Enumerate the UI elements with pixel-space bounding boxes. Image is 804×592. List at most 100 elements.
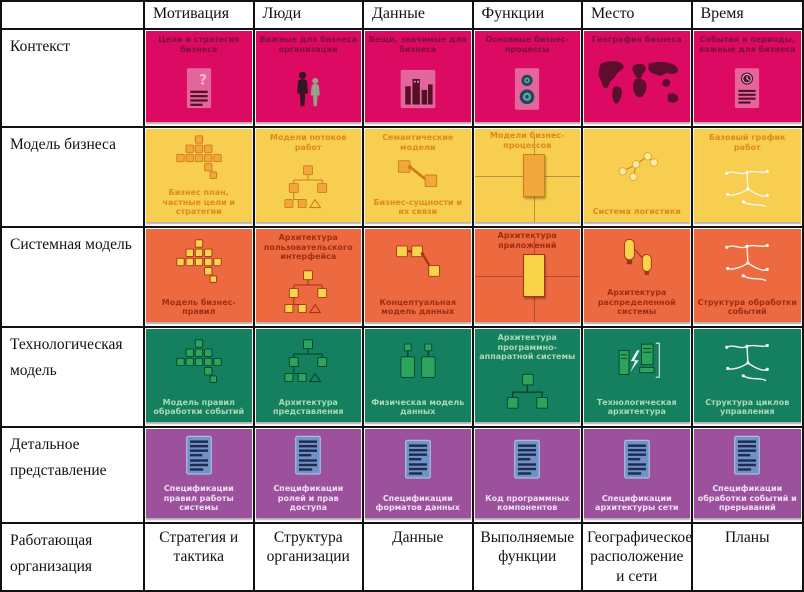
cell-block: Архитектура пользовательского интерфейса <box>255 229 362 322</box>
cell-block: Система логистики <box>584 129 690 222</box>
cell-block: Основные бизнес-процессы <box>474 31 581 122</box>
pyramid-icon <box>146 329 252 396</box>
hardware-icon <box>584 329 690 396</box>
cell-block: Важные для бизнеса организации <box>255 31 362 122</box>
hierarchy-icon <box>256 154 362 222</box>
cell-label: Спецификации обработки событий и прерыва… <box>697 484 797 513</box>
cell-block: Концептуальная модель данных <box>365 229 471 322</box>
cell-block: Технологическая архитектура <box>584 329 690 422</box>
cell-block: Спецификации обработки событий и прерыва… <box>693 429 802 518</box>
pyramid-icon <box>146 229 252 296</box>
matrix-cell: Бизнес план, частные цели и стратегии <box>145 128 255 228</box>
matrix-cell: Модель правил обработки событий <box>145 328 255 428</box>
cell-label: Технологическая архитектура <box>596 397 677 417</box>
people-icon <box>256 56 362 122</box>
spec-icon <box>256 429 362 482</box>
matrix-cell: Технологическая архитектура <box>583 328 693 428</box>
link2-icon <box>365 154 471 196</box>
cell-block: Код программных компонентов <box>474 429 580 518</box>
row-header-label: Системная модель <box>10 236 132 253</box>
column-header-label: Мотивация <box>153 5 230 22</box>
matrix-cell: Семантические модели Бизнес-сущности и их… <box>364 128 474 228</box>
row-header: Технологическая модель <box>2 328 145 428</box>
footer-cell-label: Планы <box>724 529 770 546</box>
column-header-4: Функции <box>473 2 583 30</box>
cell-label: Спецификации форматов данных <box>375 493 460 513</box>
cell-block: Базовый график работ <box>693 129 801 222</box>
column-header-6: Время <box>692 2 802 30</box>
cell-block: Модели потоков работ <box>255 129 362 222</box>
footer-cell-label: Географическое расположение и сети <box>587 529 693 585</box>
matrix-cell: Структура обработки событий <box>692 228 802 328</box>
link3-icon <box>365 229 471 296</box>
cell-label: Важные для бизнеса организации <box>259 35 358 54</box>
row-header: Контекст <box>2 30 145 128</box>
row-header-label: Контекст <box>10 38 71 55</box>
cell-block: Семантические модели Бизнес-сущности и их… <box>365 129 471 222</box>
cell-block: Структура обработки событий <box>693 229 802 322</box>
spec-icon <box>584 429 690 492</box>
column-header-label: Данные <box>372 5 425 22</box>
column-header-label: Время <box>700 5 744 22</box>
footer-cell-1: Стратегия и тактика <box>145 524 255 590</box>
matrix-cell: Архитектура приложений <box>473 228 583 328</box>
cell-label: Система логистики <box>592 207 681 217</box>
footer-cell-4: Выполняемые функции <box>474 524 583 590</box>
footer-cell-label: Стратегия и тактика <box>159 529 239 566</box>
row-header: Детальное представление <box>2 428 145 524</box>
hierarchy-icon <box>256 329 362 396</box>
matrix-cell: События и периоды, важные для бизнеса <box>692 30 802 128</box>
row-header-label: Детальное представление <box>10 436 107 480</box>
clock-doc-icon <box>694 56 802 122</box>
row-header: Системная модель <box>2 228 145 328</box>
cell-block: Бизнес план, частные цели и стратегии <box>146 129 252 222</box>
cell-label: Концептуальная модель данных <box>379 297 457 317</box>
matrix-cell: Система логистики <box>583 128 693 228</box>
cell-label: Архитектура распределенной системы <box>597 288 676 317</box>
matrix-cell: Модель бизнес-правил <box>145 228 255 328</box>
cell-block: Спецификации ролей и прав доступа <box>255 429 362 518</box>
column-header-3: Данные <box>364 2 474 30</box>
cell-block: Модель бизнес-правил <box>146 229 252 322</box>
sketch-icon <box>694 329 802 396</box>
column-header-label: Функции <box>481 5 545 22</box>
corner-cell <box>2 2 145 30</box>
column-header-label: Место <box>591 5 635 22</box>
cell-block: Архитектура представления <box>255 329 362 422</box>
cell-block: Модель правил обработки событий <box>146 329 252 422</box>
cell-label: Архитектура представления <box>272 397 344 417</box>
cell-block: Спецификации архитектуры сети <box>584 429 690 518</box>
gears-icon <box>475 56 581 122</box>
sketch-icon <box>694 229 802 296</box>
matrix-cell: Спецификации архитектуры сети <box>583 428 693 524</box>
cell-label: Семантические модели <box>382 133 454 152</box>
cell-block: Структура циклов управления <box>693 329 802 422</box>
matrix-cell: Концептуальная модель данных <box>364 228 474 328</box>
cell-label: Модель бизнес-правил <box>161 297 236 317</box>
cell-block: Спецификации форматов данных <box>365 429 471 518</box>
hierarchy-icon <box>256 264 362 322</box>
cell-block: Архитектура программно-аппаратной систем… <box>474 329 580 422</box>
process-box-icon <box>522 154 545 197</box>
cell-label: Структура циклов управления <box>705 397 790 417</box>
cell-label: Цели и стратегия бизнеса <box>158 35 240 54</box>
pyramid-icon <box>146 129 252 186</box>
footer-cell-label: Структура организации <box>266 529 350 566</box>
cell-block: События и периоды, важные для бизнеса <box>693 31 802 122</box>
cell-block: Вещи, значимые для бизнеса <box>365 31 471 122</box>
matrix-cell: Спецификации ролей и прав доступа <box>254 428 364 524</box>
cell-block: Архитектура распределенной системы <box>584 229 690 322</box>
cell-label: Структура обработки событий <box>697 297 798 317</box>
matrix-cell: Модели бизнес-процессов <box>473 128 583 228</box>
matrix-cell: Физическая модель данных <box>364 328 474 428</box>
row-header-label: Модель бизнеса <box>10 136 116 153</box>
cell-label: События и периоды, важные для бизнеса <box>698 35 796 54</box>
matrix-cell: Архитектура программно-аппаратной систем… <box>473 328 583 428</box>
cell-label: Бизнес-сущности и их связи <box>373 197 463 217</box>
cell-block: Архитектура приложений <box>474 229 580 322</box>
spec-icon <box>146 429 252 482</box>
cell-label: Архитектура программно-аппаратной систем… <box>479 333 576 362</box>
spec-icon <box>694 429 802 482</box>
column-header-2: Люди <box>254 2 364 30</box>
blocks-icon <box>365 329 471 396</box>
